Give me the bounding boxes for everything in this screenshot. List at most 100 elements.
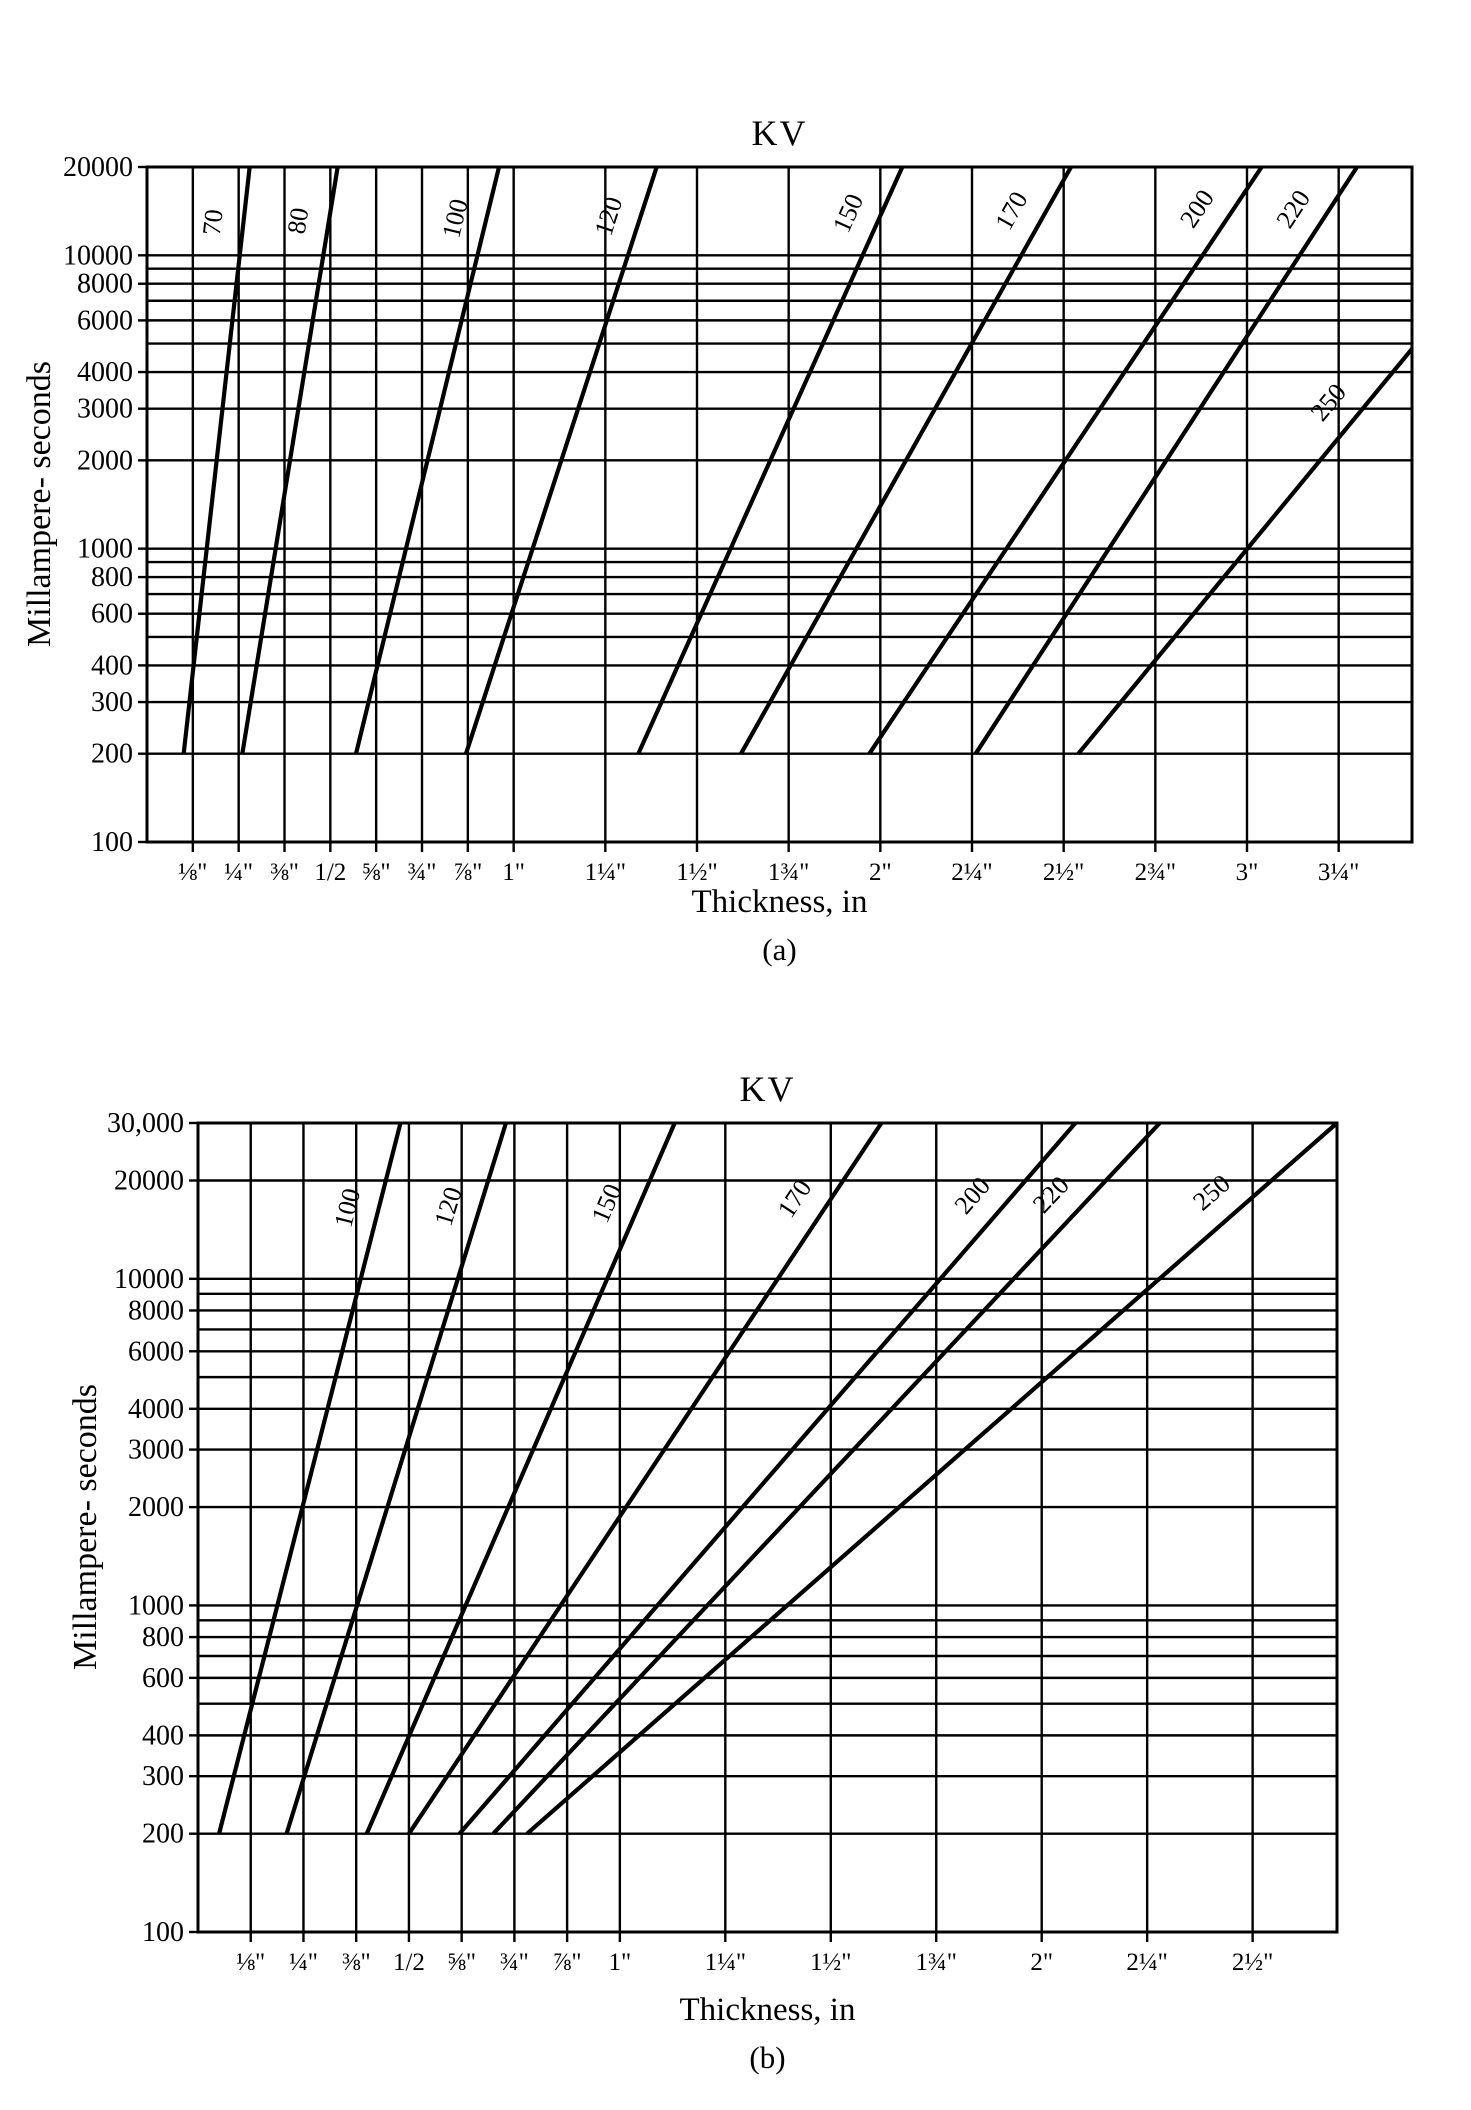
y-tick-label: 800 xyxy=(142,1622,184,1653)
x-tick-label: 1¼" xyxy=(705,1949,746,1976)
kv-curve-label: 220 xyxy=(1271,185,1317,234)
x-tick-label: ¼" xyxy=(224,859,253,886)
y-tick-label: 800 xyxy=(91,562,133,593)
kv-curve-label: 200 xyxy=(949,1171,996,1219)
x-tick-label: 1" xyxy=(608,1949,631,1976)
chart-a-plot: ⅛" ¼" ⅜" 1/2 ⅝" ¾" ⅞" 1" 1¼" 1½" 1¾" 2" 2¼" 2½" 2¾" 3" 3… xyxy=(63,152,1414,886)
y-tick-label: 600 xyxy=(142,1663,184,1694)
x-tick-label: ⅝" xyxy=(362,859,391,886)
kv-curve xyxy=(181,166,252,754)
y-tick-label: 600 xyxy=(91,599,133,630)
kv-curve xyxy=(457,1121,1078,1836)
kv-curve-label: 250 xyxy=(1305,378,1352,427)
kv-curve xyxy=(353,166,502,755)
x-tick-label: 1¾" xyxy=(768,859,809,886)
kv-curve xyxy=(636,166,905,755)
y-tick-label: 3000 xyxy=(128,1435,184,1466)
x-tick-label: 1¼" xyxy=(585,859,626,886)
x-tick-label: 2¼" xyxy=(1126,1949,1167,1976)
x-tick-label: ⅞" xyxy=(553,1949,582,1976)
x-tick-label: 2½" xyxy=(1232,1949,1273,1976)
y-tick-label: 1000 xyxy=(77,534,133,565)
kv-curve-label: 250 xyxy=(1187,1169,1235,1217)
y-tick-label: 6000 xyxy=(77,305,133,336)
x-tick-label: ⅛" xyxy=(178,859,207,886)
plot-border xyxy=(196,1121,1339,1934)
x-tick-label: 1" xyxy=(502,859,525,886)
y-tick-label: 20000 xyxy=(63,152,133,183)
x-tick-label: ⅞" xyxy=(453,859,482,886)
kv-curve-label: 150 xyxy=(586,1180,628,1227)
y-tick-label: 6000 xyxy=(128,1336,184,1367)
chart-b-title: KV xyxy=(739,1069,796,1109)
x-tick-label: ⅝" xyxy=(447,1949,476,1976)
y-tick-label: 100 xyxy=(91,827,133,858)
y-tick-label: 4000 xyxy=(77,357,133,388)
kv-curve-label: 200 xyxy=(1174,184,1220,233)
kv-curve-label: 100 xyxy=(328,1185,366,1230)
exposure-chart-a: KV Millampere- seconds ⅛" ¼" ⅜" 1/2 ⅝" ¾" ⅞" 1"… xyxy=(0,0,1471,1020)
y-tick-label: 400 xyxy=(142,1720,184,1751)
chart-a-x-axis-label: Thickness, in xyxy=(691,884,868,920)
kv-curve xyxy=(1076,347,1414,756)
x-tick-label: 2" xyxy=(869,859,892,886)
x-tick-label: ⅜" xyxy=(270,859,299,886)
x-tick-label: 2¼" xyxy=(951,859,992,886)
x-tick-label: ¼" xyxy=(289,1949,318,1976)
kv-curve xyxy=(739,165,1073,755)
plot-border xyxy=(145,165,1414,844)
x-tick-label: 3" xyxy=(1236,859,1259,886)
y-tick-label: 3000 xyxy=(77,394,133,425)
y-tick-label: 2000 xyxy=(77,445,133,476)
kv-curve xyxy=(867,165,1264,755)
y-tick-label: 8000 xyxy=(77,269,133,300)
kv-curve xyxy=(217,1122,403,1835)
y-tick-label: 1000 xyxy=(128,1590,184,1621)
kv-curve xyxy=(464,166,659,755)
x-tick-label: 2" xyxy=(1030,1949,1053,1976)
chart-b-plot: ⅛" ¼" ⅜" 1/2 ⅝" ¾" ⅞" 1" 1¼" 1½" 1¾" 2" 2¼" 2½" 100 200… xyxy=(107,1108,1339,1976)
y-tick-label: 10000 xyxy=(63,240,133,271)
y-tick-label: 200 xyxy=(142,1819,184,1850)
chart-b-caption: (b) xyxy=(749,2040,786,2075)
kv-curve-label: 80 xyxy=(282,206,315,236)
x-tick-label: ¾" xyxy=(408,859,437,886)
y-tick-label: 300 xyxy=(91,687,133,718)
kv-curve xyxy=(240,166,340,755)
y-tick-label: 2000 xyxy=(128,1492,184,1523)
x-tick-label: 1½" xyxy=(810,1949,851,1976)
x-tick-label: 3¼" xyxy=(1318,859,1359,886)
y-tick-label: 100 xyxy=(142,1917,184,1948)
y-tick-label: 300 xyxy=(142,1761,184,1792)
chart-b-x-axis-label: Thickness, in xyxy=(679,1992,856,2028)
kv-curve-label: 220 xyxy=(1027,1170,1075,1218)
exposure-chart-b: KV Millampere- seconds ⅛" ¼" ⅜" 1/2 ⅝" ¾" ⅞" 1"… xyxy=(0,1020,1471,2110)
kv-curve-label: 120 xyxy=(589,193,629,239)
kv-curve-label: 70 xyxy=(197,208,229,237)
y-tick-label: 30,000 xyxy=(107,1108,184,1139)
kv-curve xyxy=(364,1122,677,1835)
x-tick-label: 2½" xyxy=(1043,859,1084,886)
x-tick-label: 1¾" xyxy=(916,1949,957,1976)
y-tick-label: 4000 xyxy=(128,1394,184,1425)
y-tick-label: 8000 xyxy=(128,1295,184,1326)
x-tick-label: 1/2 xyxy=(314,859,346,886)
kv-curve xyxy=(525,1121,1339,1836)
kv-curve-label: 150 xyxy=(827,189,869,236)
y-tick-label: 200 xyxy=(91,739,133,770)
x-tick-label: 1/2 xyxy=(393,1949,425,1976)
kv-curve xyxy=(491,1121,1162,1836)
x-tick-label: 1½" xyxy=(676,859,717,886)
kv-curve xyxy=(973,165,1359,755)
chart-a-caption: (a) xyxy=(762,932,797,967)
x-tick-label: ⅜" xyxy=(342,1949,371,1976)
x-tick-label: ¾" xyxy=(500,1949,529,1976)
kv-curve xyxy=(407,1121,884,1835)
y-tick-label: 400 xyxy=(91,650,133,681)
x-tick-label: ⅛" xyxy=(236,1949,265,1976)
x-tick-label: 2¾" xyxy=(1135,859,1176,886)
kv-curve-label: 170 xyxy=(989,187,1033,235)
chart-a-title: KV xyxy=(751,113,808,153)
y-tick-label: 20000 xyxy=(114,1166,184,1197)
